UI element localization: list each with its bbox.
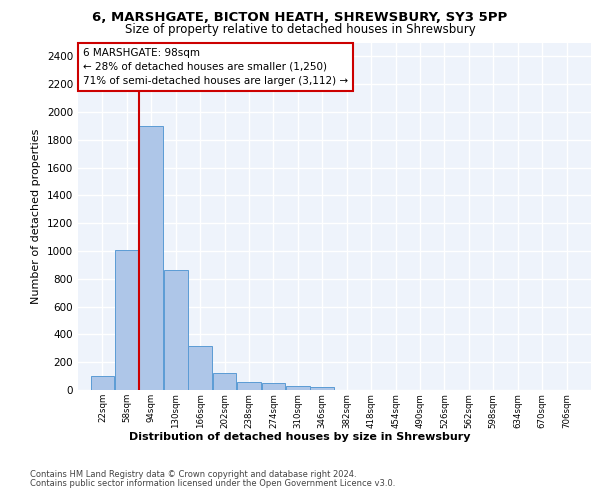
Bar bbox=[164, 270, 188, 390]
Text: Size of property relative to detached houses in Shrewsbury: Size of property relative to detached ho… bbox=[125, 22, 475, 36]
Text: Contains public sector information licensed under the Open Government Licence v3: Contains public sector information licen… bbox=[30, 479, 395, 488]
Text: 6 MARSHGATE: 98sqm
← 28% of detached houses are smaller (1,250)
71% of semi-deta: 6 MARSHGATE: 98sqm ← 28% of detached hou… bbox=[83, 48, 348, 86]
Bar bbox=[237, 382, 261, 390]
Text: Contains HM Land Registry data © Crown copyright and database right 2024.: Contains HM Land Registry data © Crown c… bbox=[30, 470, 356, 479]
Bar bbox=[213, 374, 236, 390]
Y-axis label: Number of detached properties: Number of detached properties bbox=[31, 128, 41, 304]
Bar bbox=[262, 383, 285, 390]
Bar bbox=[188, 346, 212, 390]
Bar bbox=[139, 126, 163, 390]
Bar bbox=[115, 250, 139, 390]
Bar bbox=[286, 386, 310, 390]
Bar bbox=[310, 387, 334, 390]
Bar bbox=[91, 376, 114, 390]
Text: Distribution of detached houses by size in Shrewsbury: Distribution of detached houses by size … bbox=[129, 432, 471, 442]
Text: 6, MARSHGATE, BICTON HEATH, SHREWSBURY, SY3 5PP: 6, MARSHGATE, BICTON HEATH, SHREWSBURY, … bbox=[92, 11, 508, 24]
